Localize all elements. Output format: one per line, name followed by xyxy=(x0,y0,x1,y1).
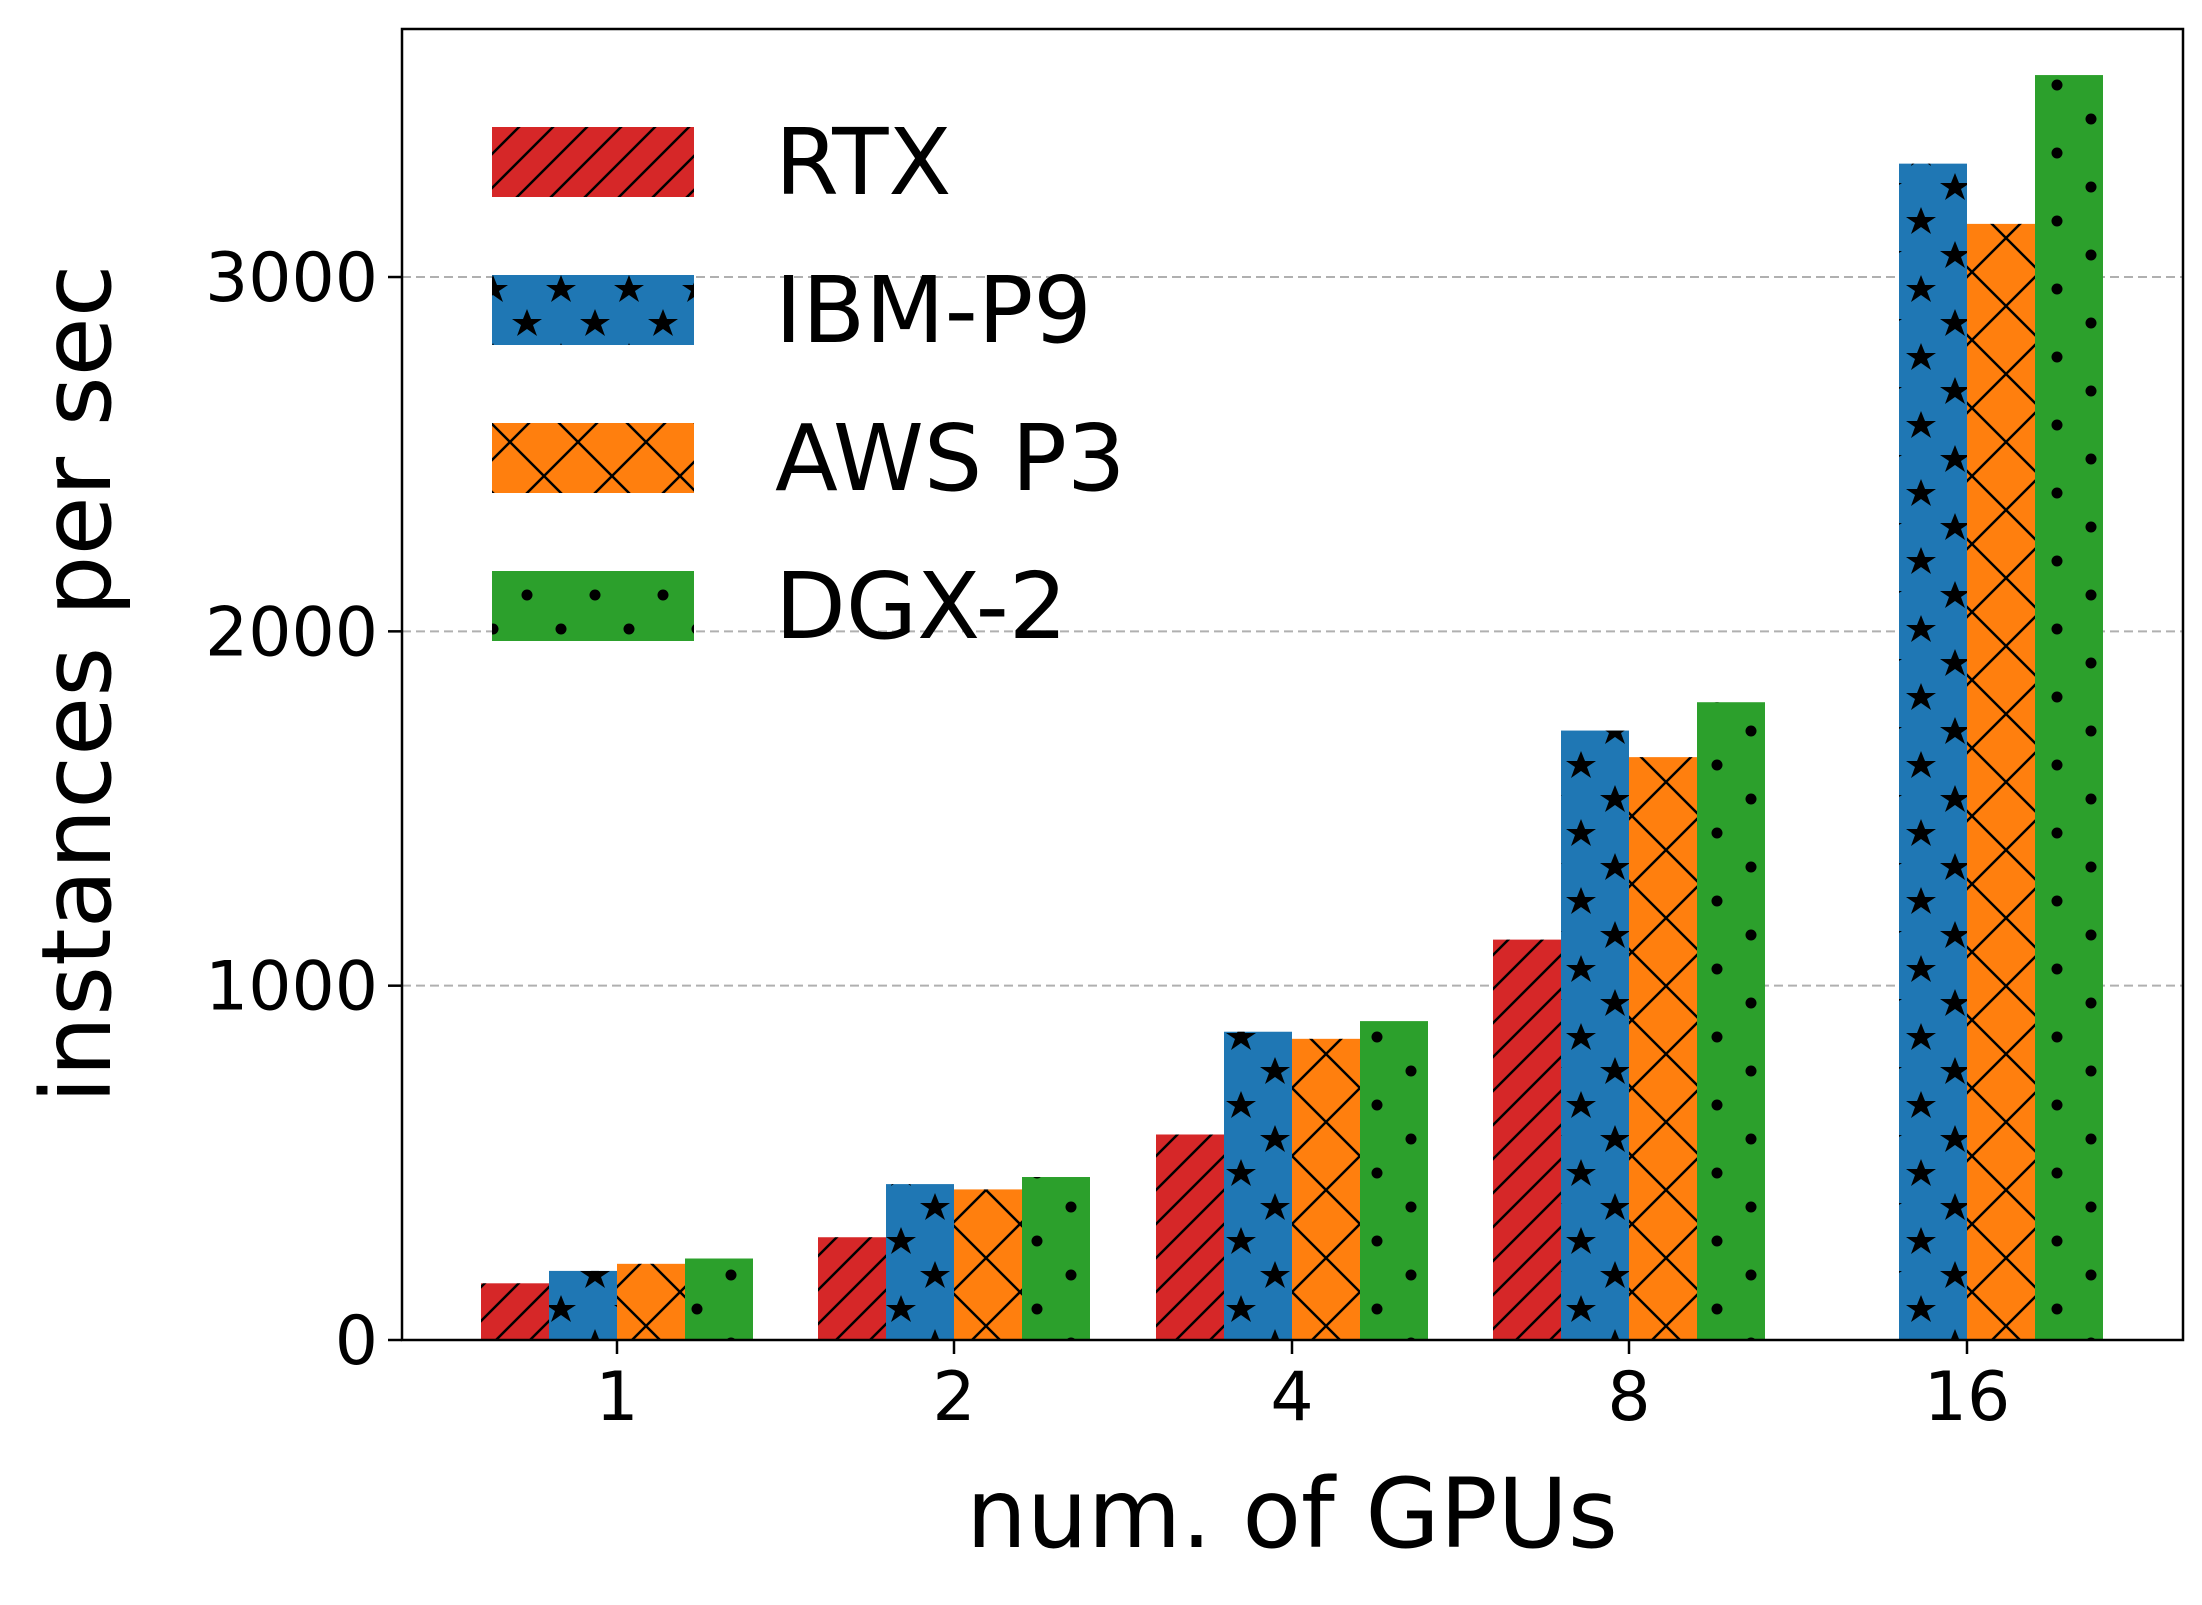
bar-aws-p3 xyxy=(617,1263,685,1340)
x-tick-label: 16 xyxy=(1924,1358,2011,1437)
bar-aws-p3 xyxy=(954,1189,1022,1340)
y-axis-title: instances per sec xyxy=(21,264,133,1103)
x-tick-label: 4 xyxy=(1270,1358,1313,1437)
x-tick-label: 1 xyxy=(595,1358,638,1437)
bar-dgx-2 xyxy=(1697,702,1765,1340)
bar-aws-p3 xyxy=(1292,1038,1360,1340)
bar-rtx xyxy=(818,1237,886,1340)
bar-rtx xyxy=(1493,939,1561,1340)
x-tick-label: 2 xyxy=(932,1358,975,1437)
bar-dgx-2 xyxy=(685,1258,753,1340)
bar-rtx xyxy=(481,1283,549,1340)
bar-ibm-p9 xyxy=(1561,730,1629,1340)
bars xyxy=(481,75,2103,1341)
axis-ticks: 0 1000 2000 3000 1 2 4 8 16 xyxy=(205,239,2010,1437)
x-tick-label: 8 xyxy=(1607,1358,1650,1437)
y-tick-label: 1000 xyxy=(205,948,378,1027)
legend-label: DGX-2 xyxy=(775,553,1067,660)
x-axis-title: num. of GPUs xyxy=(966,1458,1618,1570)
legend-label: RTX xyxy=(775,109,951,216)
bar-aws-p3 xyxy=(1967,223,2035,1340)
y-tick-label: 0 xyxy=(335,1302,378,1381)
legend-item-dgx-2: DGX-2 xyxy=(492,553,1067,660)
legend-item-aws-p3: AWS P3 xyxy=(492,405,1126,512)
gridlines xyxy=(402,276,2183,987)
bar-dgx-2 xyxy=(2035,75,2103,1341)
legend-item-ibm-p9: IBM-P9 xyxy=(492,257,1092,364)
bar-ibm-p9 xyxy=(886,1184,954,1340)
bar-dgx-2 xyxy=(1022,1177,1090,1340)
bar-rtx xyxy=(1156,1134,1224,1340)
legend: RTX IBM-P9 AWS P3 DGX-2 xyxy=(492,109,1126,660)
y-tick-label: 3000 xyxy=(205,239,378,318)
bar-dgx-2 xyxy=(1360,1021,1428,1340)
legend-item-rtx: RTX xyxy=(492,109,951,216)
bar-aws-p3 xyxy=(1629,757,1697,1340)
legend-label: AWS P3 xyxy=(775,405,1126,512)
bar-ibm-p9 xyxy=(1224,1031,1292,1340)
bar-ibm-p9 xyxy=(1899,163,1967,1340)
legend-label: IBM-P9 xyxy=(775,257,1092,364)
bar-ibm-p9 xyxy=(549,1270,617,1340)
y-tick-label: 2000 xyxy=(205,593,378,672)
